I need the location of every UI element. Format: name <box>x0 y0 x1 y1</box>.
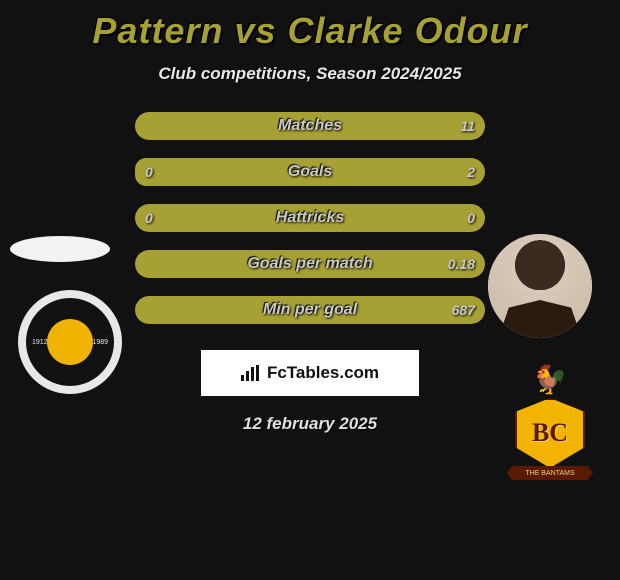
stat-value-left: 0 <box>145 164 153 180</box>
stat-value-right: 2 <box>467 164 475 180</box>
stat-label: Min per goal <box>263 301 357 319</box>
stat-row: Matches 11 <box>135 112 485 140</box>
brand-box: FcTables.com <box>201 350 419 396</box>
subtitle: Club competitions, Season 2024/2025 <box>0 64 620 84</box>
badge-year-right: 1989 <box>92 339 108 346</box>
right-player-avatar <box>488 234 592 338</box>
stat-label: Goals <box>288 163 332 181</box>
badge-year-left: 1912 <box>32 339 48 346</box>
player-silhouette <box>488 234 592 338</box>
badge-initials: BC <box>532 418 568 448</box>
stat-label: Matches <box>278 117 342 135</box>
stat-row: Min per goal 687 <box>135 296 485 324</box>
stat-value-right: 0.18 <box>448 256 475 272</box>
stat-label: Hattricks <box>276 209 344 227</box>
comparison-area: 1912 1989 🐓 BC THE BANTAMS Matches11Goal… <box>0 112 620 324</box>
page-title: Pattern vs Clarke Odour <box>0 0 620 52</box>
rooster-icon: 🐓 <box>533 366 568 394</box>
brand-text: FcTables.com <box>267 363 379 383</box>
left-player-avatar <box>10 236 110 262</box>
left-team-badge: 1912 1989 <box>18 290 122 394</box>
right-team-badge: 🐓 BC THE BANTAMS <box>490 368 610 488</box>
stat-label: Goals per match <box>247 255 372 273</box>
stat-value-right: 0 <box>467 210 475 226</box>
bar-chart-icon <box>241 365 261 381</box>
stat-row: Hattricks 0 0 <box>135 204 485 232</box>
stat-value-right: 11 <box>460 118 475 134</box>
stat-row: Goals per match 0.18 <box>135 250 485 278</box>
stat-bars: Matches 11 Goals 0 2 Hattricks 0 0 Goals per mat… <box>135 112 485 324</box>
badge-banner: THE BANTAMS <box>507 466 593 480</box>
stat-value-left: 0 <box>145 210 153 226</box>
stat-row: Goals 0 2 <box>135 158 485 186</box>
stat-value-right: 687 <box>452 302 475 318</box>
bar-left-fill <box>135 158 146 186</box>
